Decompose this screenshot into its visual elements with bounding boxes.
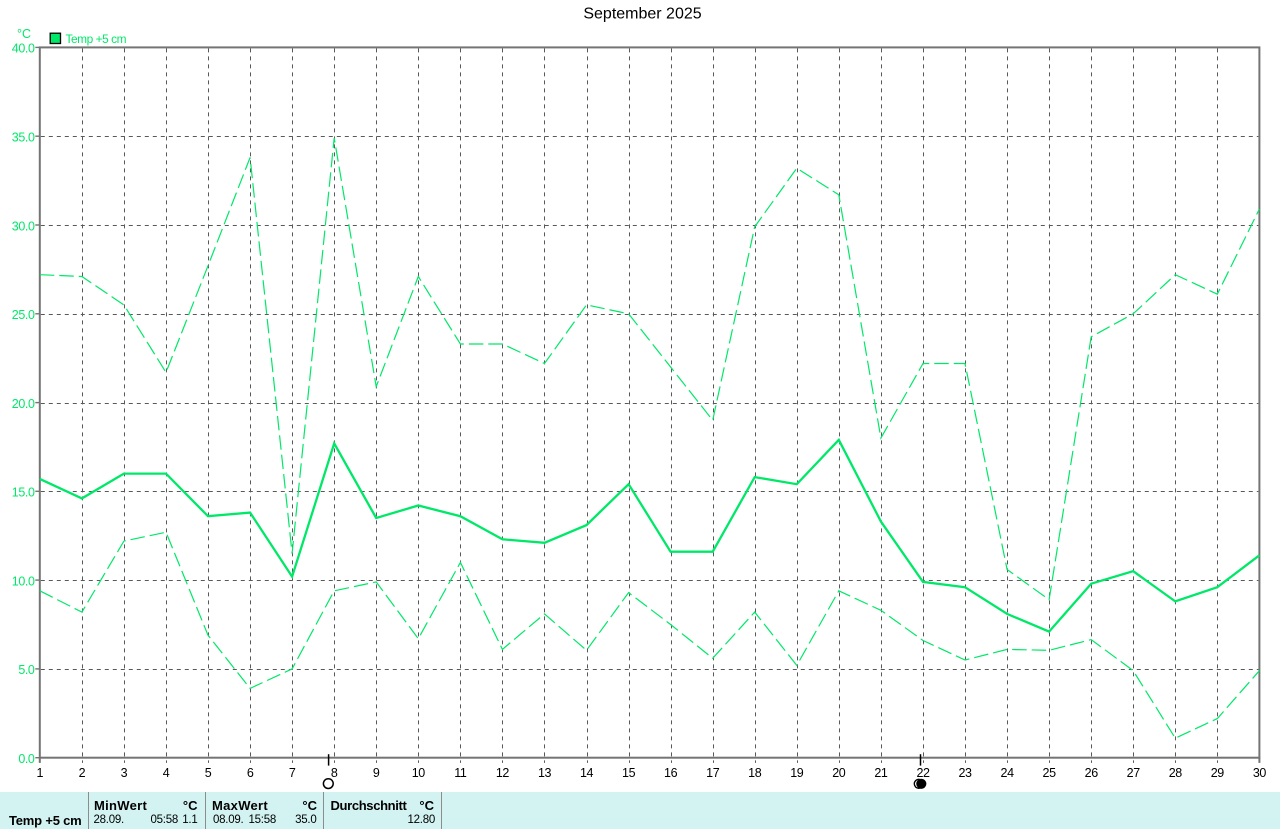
svg-text:15.0: 15.0 — [12, 486, 35, 500]
svg-text:22: 22 — [916, 766, 930, 780]
svg-text:10.0: 10.0 — [12, 574, 35, 588]
svg-text:24: 24 — [1001, 766, 1015, 780]
svg-text:9: 9 — [373, 766, 380, 780]
svg-text:35.0: 35.0 — [12, 131, 35, 145]
svg-text:September 2025: September 2025 — [583, 5, 701, 22]
svg-text:30: 30 — [1253, 766, 1267, 780]
svg-text:5: 5 — [205, 766, 212, 780]
svg-text:13: 13 — [538, 766, 552, 780]
svg-text:19: 19 — [790, 766, 804, 780]
svg-text:16: 16 — [664, 766, 678, 780]
svg-text:8: 8 — [331, 766, 338, 780]
svg-text:18: 18 — [748, 766, 762, 780]
svg-text:°C: °C — [17, 27, 31, 41]
svg-text:20: 20 — [832, 766, 846, 780]
svg-text:4: 4 — [163, 766, 170, 780]
svg-text:5.0: 5.0 — [18, 663, 35, 677]
svg-text:29: 29 — [1211, 766, 1225, 780]
svg-text:6: 6 — [247, 766, 254, 780]
svg-text:20.0: 20.0 — [12, 397, 35, 411]
svg-text:30.0: 30.0 — [12, 219, 35, 233]
svg-text:14: 14 — [580, 766, 594, 780]
svg-text:11: 11 — [454, 766, 467, 780]
svg-text:Temp +5 cm: Temp +5 cm — [66, 32, 127, 46]
svg-text:28: 28 — [1169, 766, 1183, 780]
svg-text:2: 2 — [79, 766, 86, 780]
svg-text:10: 10 — [412, 766, 426, 780]
svg-text:15: 15 — [622, 766, 636, 780]
svg-text:1: 1 — [37, 766, 44, 780]
svg-text:27: 27 — [1127, 766, 1141, 780]
svg-text:17: 17 — [706, 766, 720, 780]
svg-text:26: 26 — [1085, 766, 1099, 780]
svg-text:12: 12 — [496, 766, 510, 780]
svg-text:25: 25 — [1043, 766, 1057, 780]
svg-text:23: 23 — [958, 766, 972, 780]
svg-text:7: 7 — [289, 766, 296, 780]
svg-text:0.0: 0.0 — [18, 752, 35, 766]
svg-text:21: 21 — [874, 766, 888, 780]
svg-text:3: 3 — [121, 766, 128, 780]
svg-text:40.0: 40.0 — [12, 42, 35, 56]
svg-text:25.0: 25.0 — [12, 308, 35, 322]
